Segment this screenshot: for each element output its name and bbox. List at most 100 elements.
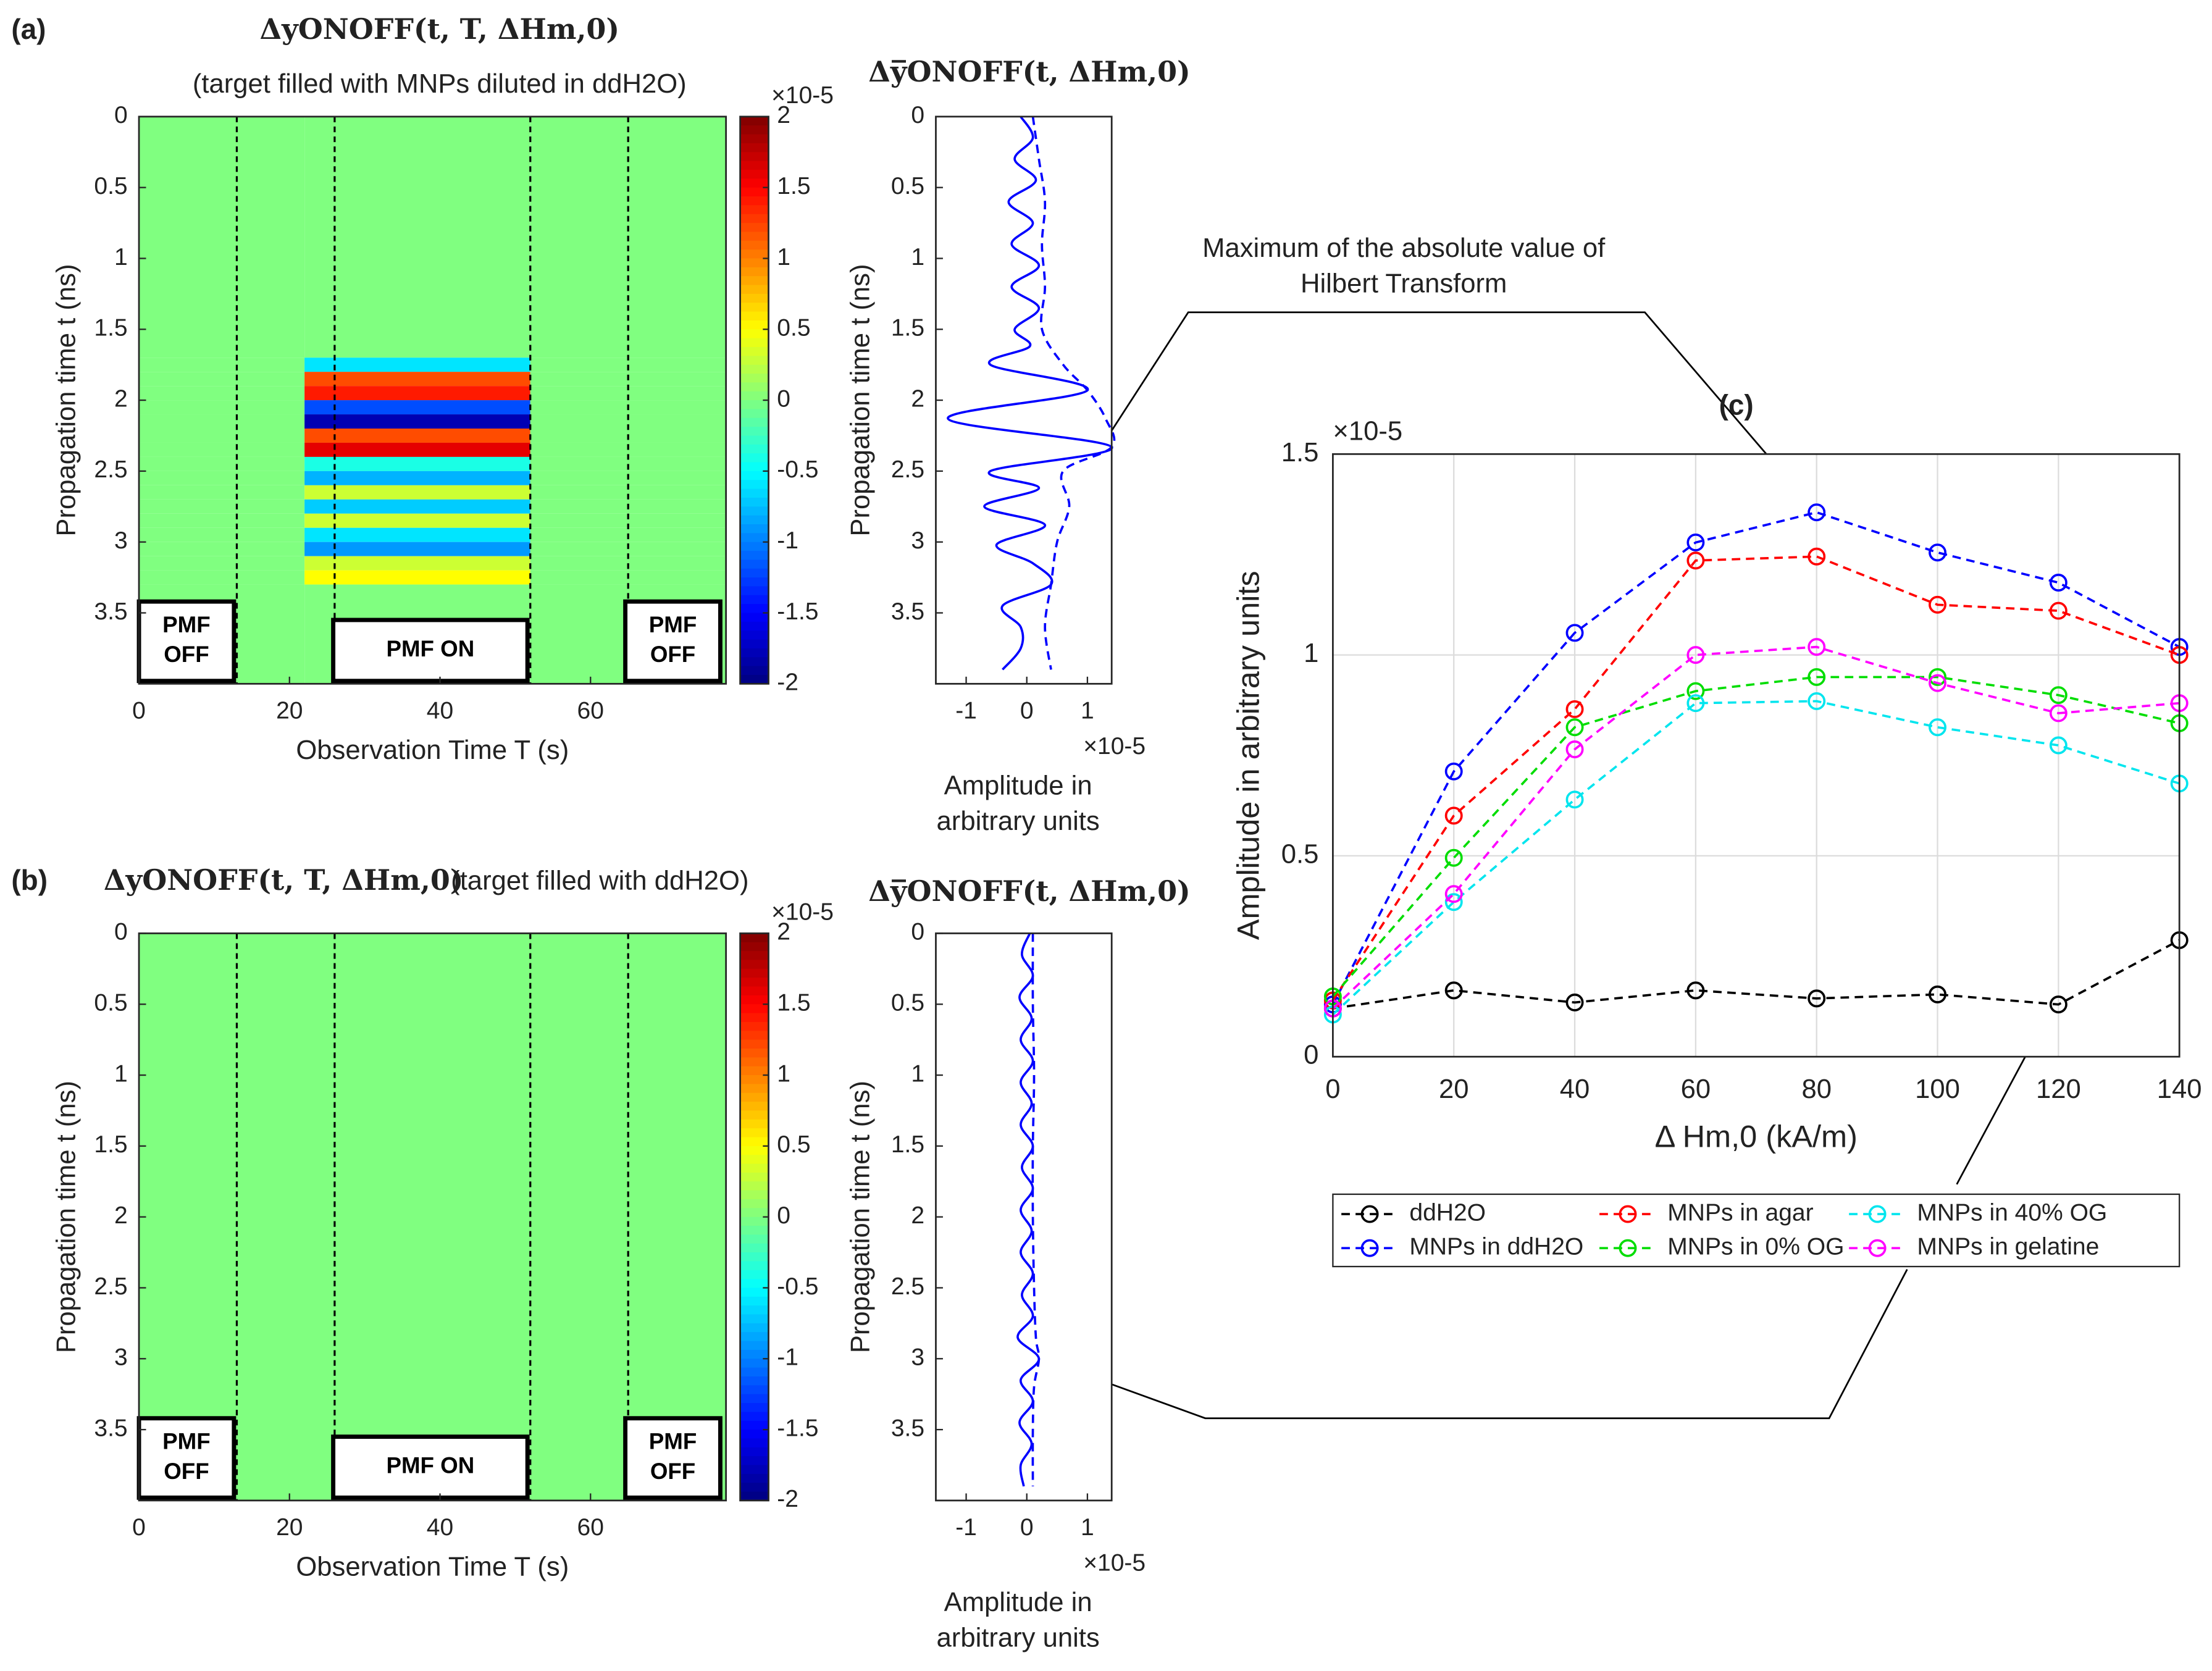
colorbar-step [740, 320, 769, 330]
x-tick-label: 80 [1801, 1074, 1832, 1104]
x-tick-label: 20 [276, 1514, 303, 1541]
y-tick-label: 0 [911, 919, 924, 945]
colorbar-tick-label: 0.5 [777, 315, 810, 341]
data-point [1808, 989, 1826, 1008]
chart-title: ΔyONOFF(t, T, ΔHm,0) [260, 12, 620, 46]
y-tick-label: 2 [911, 385, 924, 412]
legend-label: MNPs in ddH2O [1409, 1233, 1583, 1260]
colorbar-step [740, 258, 769, 268]
x-axis-label: Observation Time T (s) [296, 735, 569, 765]
data-point [1686, 981, 1705, 1000]
colorbar-step [740, 1102, 769, 1112]
y-tick-label: 0.5 [94, 173, 127, 199]
colorbar-tick-label: -0.5 [777, 456, 818, 483]
colorbar-step [740, 205, 769, 215]
x-tick-label: 40 [427, 1514, 453, 1541]
y-tick-label: 0 [114, 919, 128, 945]
colorbar-step [740, 613, 769, 623]
colorbar-step [740, 178, 769, 188]
series-line [1332, 645, 2180, 1010]
colorbar-step [740, 621, 769, 632]
x-axis-label: Observation Time T (s) [296, 1552, 569, 1582]
x-tick-label: 0 [1325, 1074, 1340, 1104]
colorbar-step [740, 951, 769, 961]
heat-cell [530, 513, 726, 528]
data-point [1929, 668, 1946, 686]
colorbar-step [740, 1359, 769, 1368]
y-tick-label: 1 [1304, 639, 1318, 668]
heat-cell [139, 400, 305, 415]
heat-cell [304, 570, 530, 585]
colorbar-exponent: ×10-5 [771, 899, 834, 926]
data-point [1929, 543, 1946, 562]
legend-label: MNPs in 40% OG [1917, 1199, 2107, 1226]
colorbar-exponent: ×10-5 [771, 82, 834, 109]
colorbar-step [740, 1208, 769, 1218]
colorbar-step [740, 1226, 769, 1236]
colorbar-step [740, 986, 769, 997]
chart-title: Δy̅ONOFF(t, ΔHm,0) [868, 55, 1191, 88]
legend-label: ddH2O [1409, 1199, 1486, 1226]
colorbar-step [740, 1403, 769, 1413]
y-axis-label: Propagation time t (ns) [52, 264, 82, 537]
y-axis-label: Propagation time t (ns) [846, 264, 876, 537]
colorbar-step [740, 232, 769, 241]
heat-cell [139, 556, 305, 571]
colorbar-step [740, 1199, 769, 1209]
heat-cell [304, 456, 530, 471]
data-point [1444, 762, 1463, 781]
colorbar-step [740, 329, 769, 339]
colorbar-step [740, 1288, 769, 1297]
x-tick-label: 20 [276, 698, 303, 724]
colorbar-step [740, 1305, 769, 1315]
colorbar-step [740, 506, 769, 516]
colorbar-step [740, 1367, 769, 1378]
y-tick-label: 0.5 [891, 173, 924, 199]
heat-cell [304, 499, 530, 514]
heat-cell [139, 570, 305, 585]
series-line [1331, 555, 2180, 1002]
colorbar-tick-label: 2 [777, 919, 790, 945]
legend-label: MNPs in agar [1667, 1199, 1813, 1226]
data-point [1444, 848, 1463, 867]
y-tick-label: 1.5 [1281, 438, 1319, 467]
data-point [1929, 595, 1946, 614]
y-axis-label: Propagation time t (ns) [846, 1081, 876, 1353]
colorbar-step [740, 1420, 769, 1431]
x-tick-label: 140 [2157, 1074, 2202, 1104]
data-point [1565, 740, 1584, 758]
colorbar-step [740, 1394, 769, 1404]
colorbar-step [740, 1084, 769, 1094]
x-axis-label: Δ Hm,0 (kA/m) [1655, 1119, 1858, 1154]
colorbar-step [740, 604, 769, 614]
colorbar-step [740, 391, 769, 401]
y-tick-label: 1 [911, 244, 924, 270]
y-tick-label: 0 [1304, 1041, 1318, 1070]
colorbar-step [740, 978, 769, 987]
legend-marker [1619, 1239, 1637, 1257]
data-point [1444, 806, 1463, 825]
state-box [331, 1434, 530, 1500]
y-axis-label: Amplitude in arbitrary units [1231, 571, 1266, 940]
y-tick-label: 3.5 [94, 598, 127, 625]
data-point [1565, 700, 1584, 718]
colorbar-step [740, 169, 769, 180]
colorbar-step [740, 1252, 769, 1262]
colorbar-tick-label: 1.5 [777, 990, 810, 1016]
axis-exponent: ×10-5 [1333, 416, 1402, 446]
colorbar-step [740, 960, 769, 970]
colorbar-step [740, 488, 769, 499]
heat-cell [139, 471, 305, 485]
colorbar-step [740, 1465, 769, 1475]
heat-cell [304, 372, 530, 387]
colorbar-step [740, 311, 769, 322]
heat-cell [139, 414, 305, 429]
colorbar-tick-label: -2 [777, 669, 798, 696]
y-tick-label: 3 [114, 1344, 128, 1371]
data-point [2049, 601, 2067, 620]
colorbar-step [740, 267, 769, 277]
colorbar-step [740, 462, 769, 472]
heat-cell [139, 372, 305, 387]
data-point [1808, 668, 1826, 686]
y-tick-label: 2.5 [94, 456, 127, 483]
